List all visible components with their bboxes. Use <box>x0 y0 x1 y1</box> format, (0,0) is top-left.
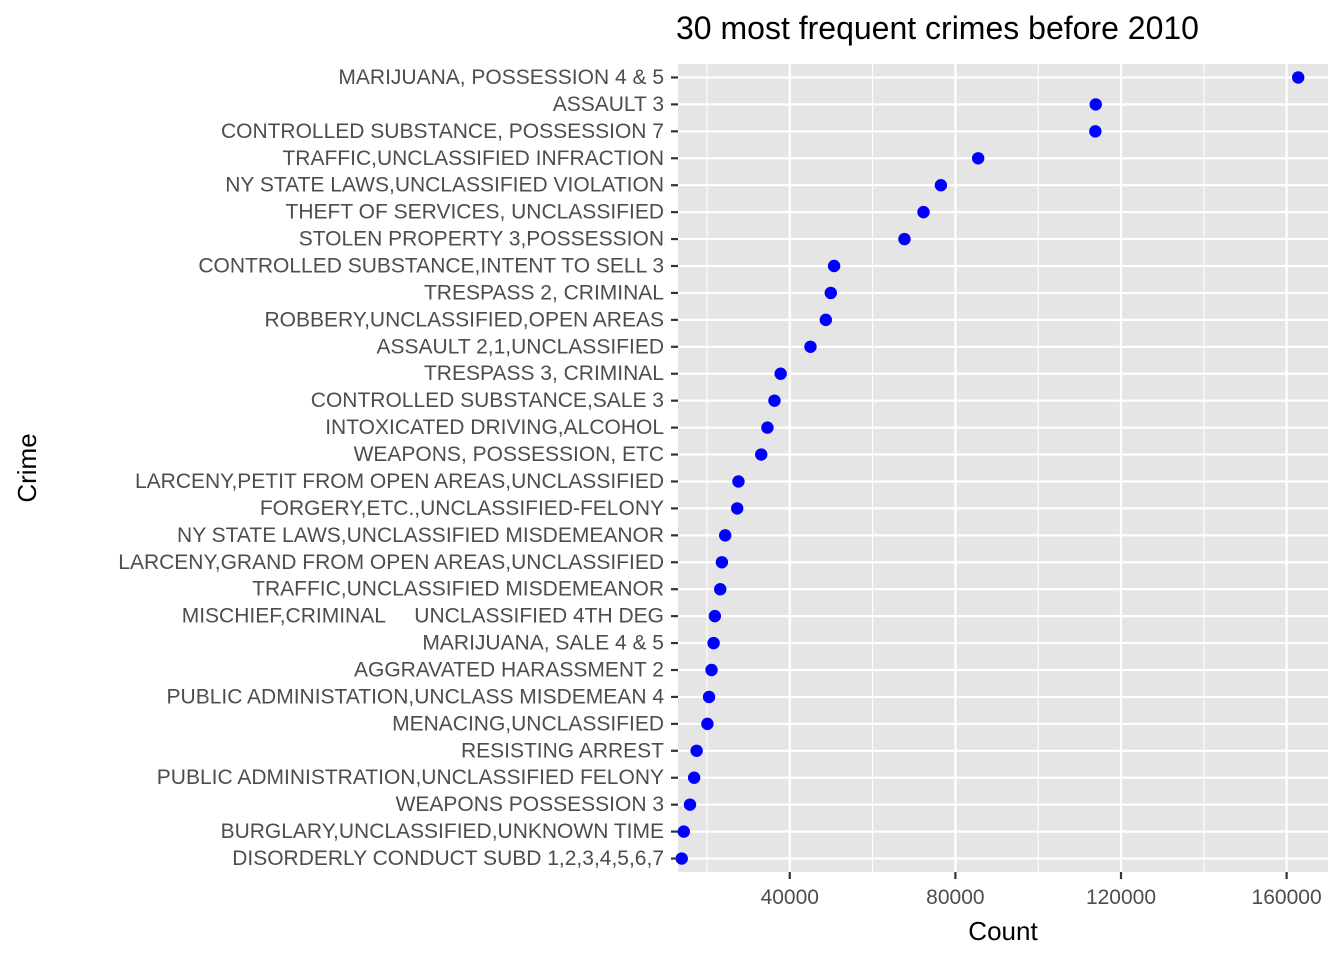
data-point <box>1089 125 1102 138</box>
x-axis-tick-labels: 40000 80000 120000 160000 <box>761 886 1322 909</box>
y-tick-label: WEAPONS, POSSESSION, ETC <box>354 443 664 466</box>
y-tick-label: FORGERY,ETC.,UNCLASSIFIED-FELONY <box>260 497 664 520</box>
data-point <box>934 179 948 192</box>
x-tick-label: 80000 <box>926 886 984 909</box>
data-point <box>761 421 774 434</box>
data-point <box>715 556 729 569</box>
data-point <box>702 690 716 704</box>
data-point <box>898 232 911 246</box>
y-tick-label: CONTROLLED SUBSTANCE,SALE 3 <box>311 389 664 412</box>
x-axis-ticks <box>788 872 1288 879</box>
y-tick-label: LARCENY,PETIT FROM OPEN AREAS,UNCLASSIFI… <box>135 470 664 493</box>
y-tick-label: TRAFFIC,UNCLASSIFIED INFRACTION <box>282 147 664 170</box>
y-tick-label: MARIJUANA, POSSESSION 4 & 5 <box>338 66 664 89</box>
y-tick-label: NY STATE LAWS,UNCLASSIFIED VIOLATION <box>225 174 664 197</box>
y-axis-ticks <box>671 76 678 860</box>
y-tick-label: RESISTING ARREST <box>461 739 664 762</box>
plot-panel <box>678 64 1328 872</box>
y-tick-label: DISORDERLY CONDUCT SUBD 1,2,3,4,5,6,7 <box>232 847 664 870</box>
y-tick-label: ASSAULT 2,1,UNCLASSIFIED <box>377 335 665 358</box>
y-tick-label: TRAFFIC,UNCLASSIFIED MISDEMEANOR <box>252 578 664 601</box>
data-point <box>768 394 781 407</box>
data-point <box>755 448 768 461</box>
y-tick-label: MARIJUANA, SALE 4 & 5 <box>422 632 664 655</box>
y-tick-label: MENACING,UNCLASSIFIED <box>392 712 664 735</box>
chart-title: 30 most frequent crimes before 2010 <box>676 10 1199 46</box>
data-point <box>917 205 930 219</box>
y-tick-label: NY STATE LAWS,UNCLASSIFIED MISDEMEANOR <box>177 524 664 547</box>
y-tick-label: WEAPONS POSSESSION 3 <box>396 793 664 816</box>
x-tick-label: 120000 <box>1086 886 1156 909</box>
data-point <box>705 663 718 677</box>
x-tick-label: 40000 <box>761 886 819 909</box>
y-tick-label: INTOXICATED DRIVING,ALCOHOL <box>325 416 664 439</box>
data-point <box>707 636 720 650</box>
data-point <box>732 475 745 488</box>
y-tick-label: CONTROLLED SUBSTANCE,INTENT TO SELL 3 <box>198 255 664 278</box>
y-tick-label: ASSAULT 3 <box>553 93 664 116</box>
minor-gridlines <box>706 64 1205 872</box>
data-point <box>824 286 837 300</box>
y-tick-label: PUBLIC ADMINISTRATION,UNCLASSIFIED FELON… <box>157 766 664 789</box>
data-point <box>1089 98 1102 111</box>
data-point <box>683 798 697 811</box>
y-tick-label: AGGRAVATED HARASSMENT 2 <box>354 659 664 682</box>
data-point <box>819 313 833 327</box>
data-point <box>804 340 817 353</box>
data-point <box>708 609 722 623</box>
data-point <box>971 152 985 165</box>
data-point <box>827 259 841 273</box>
y-tick-label: PUBLIC ADMINISTATION,UNCLASS MISDEMEAN 4 <box>167 685 665 708</box>
y-tick-label: TRESPASS 3, CRIMINAL <box>424 362 664 385</box>
y-tick-label: STOLEN PROPERTY 3,POSSESSION <box>299 228 664 251</box>
y-tick-label: MISCHIEF,CRIMINAL UNCLASSIFIED 4TH DEG <box>182 605 664 628</box>
data-point <box>687 771 701 784</box>
data-point <box>1291 71 1305 84</box>
data-point <box>774 367 787 380</box>
y-tick-label: ROBBERY,UNCLASSIFIED,OPEN AREAS <box>264 308 664 331</box>
x-tick-label: 160000 <box>1252 886 1322 909</box>
y-tick-label: LARCENY,GRAND FROM OPEN AREAS,UNCLASSIFI… <box>118 551 664 574</box>
data-point <box>714 583 727 596</box>
y-tick-label: THEFT OF SERVICES, UNCLASSIFIED <box>286 201 664 224</box>
data-point <box>675 852 688 865</box>
y-tick-label: CONTROLLED SUBSTANCE, POSSESSION 7 <box>221 120 664 143</box>
x-axis-title: Count <box>968 916 1038 946</box>
y-tick-label: TRESPASS 2, CRIMINAL <box>424 281 664 304</box>
major-gridlines <box>678 64 1328 872</box>
y-tick-label: BURGLARY,UNCLASSIFIED,UNKNOWN TIME <box>221 820 664 843</box>
y-axis-title: Crime <box>12 433 42 502</box>
data-point <box>677 825 690 838</box>
data-point <box>731 502 744 515</box>
data-point <box>701 717 714 731</box>
y-axis-tick-labels: MARIJUANA, POSSESSION 4 & 5 ASSAULT 3 CONT… <box>118 66 664 870</box>
data-point <box>718 529 732 542</box>
data-points <box>675 71 1305 865</box>
data-point <box>690 744 703 757</box>
